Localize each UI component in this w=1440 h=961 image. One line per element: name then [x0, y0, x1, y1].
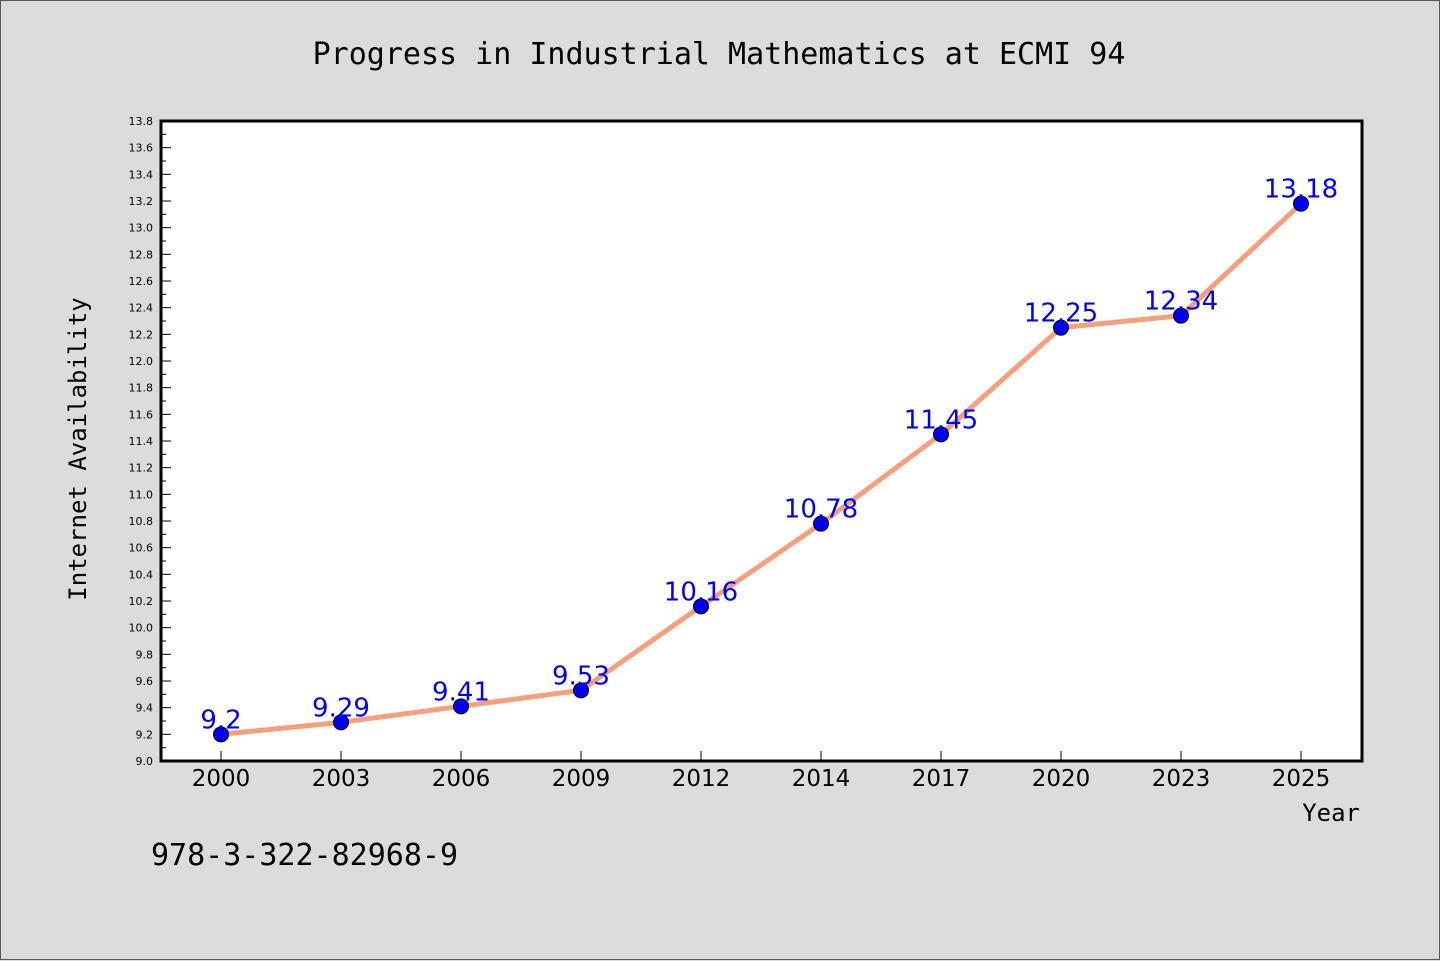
y-tick-label: 9.0 [136, 755, 154, 768]
x-axis: 2000 2003 2006 2009 2012 2014 2017 2020 2023 2025 [192, 751, 1331, 792]
x-tick-label: 2012 [672, 766, 731, 792]
y-tick-label: 11.4 [129, 435, 154, 448]
x-tick-label: 2014 [792, 766, 851, 792]
x-tick-label: 2000 [192, 766, 251, 792]
plot-area [159, 119, 1364, 763]
chart-title: Progress in Industrial Mathematics at EC… [313, 37, 1126, 72]
data-label: 12.25 [1024, 299, 1098, 329]
y-tick-label: 10.2 [129, 595, 154, 608]
x-axis-title: Year [1302, 799, 1360, 827]
isbn-footer: 978-3-322-82968-9 [151, 838, 458, 873]
y-tick-label: 10.0 [129, 622, 154, 635]
data-point [333, 714, 349, 731]
y-tick-label: 11.8 [129, 382, 154, 395]
x-tick-label: 2017 [912, 766, 971, 792]
data-label: 11.45 [904, 405, 978, 435]
data-labels: 9.2 9.29 9.41 9.53 10.16 10.78 11.45 12.25 12.34… [200, 175, 1338, 736]
x-tick-label: 2020 [1032, 766, 1091, 792]
data-label: 10.16 [664, 577, 738, 607]
y-axis-title: Internet Availability [64, 297, 92, 600]
y-tick-label: 13.0 [129, 222, 154, 235]
x-tick-label: 2009 [552, 766, 611, 792]
x-tick-label: 2023 [1152, 766, 1211, 792]
y-tick-label: 12.0 [129, 355, 154, 368]
data-label: 10.78 [784, 495, 858, 525]
data-point [933, 426, 949, 443]
data-label: 9.41 [432, 677, 490, 707]
series-line [218, 201, 1304, 737]
y-tick-label: 10.8 [129, 515, 154, 528]
y-tick-label: 12.6 [129, 275, 154, 288]
y-tick-label: 9.2 [136, 728, 154, 741]
data-label: 9.29 [312, 693, 370, 723]
data-point [813, 515, 829, 532]
y-tick-label: 12.4 [129, 302, 154, 315]
y-tick-label: 12.8 [129, 248, 154, 261]
y-tick-label: 9.4 [136, 702, 154, 715]
y-tick-label: 13.2 [129, 195, 154, 208]
y-tick-label: 10.6 [129, 542, 154, 555]
data-label: 12.34 [1144, 287, 1218, 317]
x-tick-label: 2006 [432, 766, 491, 792]
x-tick-label: 2025 [1272, 766, 1331, 792]
y-tick-label: 12.2 [129, 328, 154, 341]
y-tick-label: 11.6 [129, 408, 154, 421]
y-tick-label: 13.6 [129, 142, 154, 155]
y-tick-label: 11.0 [129, 488, 154, 501]
x-tick-label: 2003 [312, 766, 371, 792]
data-label: 9.2 [200, 705, 241, 735]
y-tick-label: 10.4 [129, 568, 154, 581]
y-tick-label: 13.8 [129, 115, 154, 128]
y-axis: 9.0 9.2 9.4 9.6 9.8 10.0 10.2 10.4 10.6 10.8 11.0 1… [129, 115, 171, 768]
data-point [1053, 319, 1069, 336]
y-tick-label: 13.4 [129, 168, 154, 181]
data-point [453, 698, 469, 715]
data-point [693, 598, 709, 615]
y-tick-label: 9.6 [136, 675, 154, 688]
data-label: 9.53 [552, 661, 610, 691]
data-point [573, 682, 589, 699]
data-label: 13.18 [1264, 175, 1338, 205]
y-tick-label: 11.2 [129, 462, 154, 475]
data-point [1173, 307, 1189, 324]
y-tick-label: 9.8 [136, 648, 154, 661]
data-series [213, 195, 1309, 743]
data-point [1293, 195, 1309, 212]
data-point [213, 726, 229, 743]
